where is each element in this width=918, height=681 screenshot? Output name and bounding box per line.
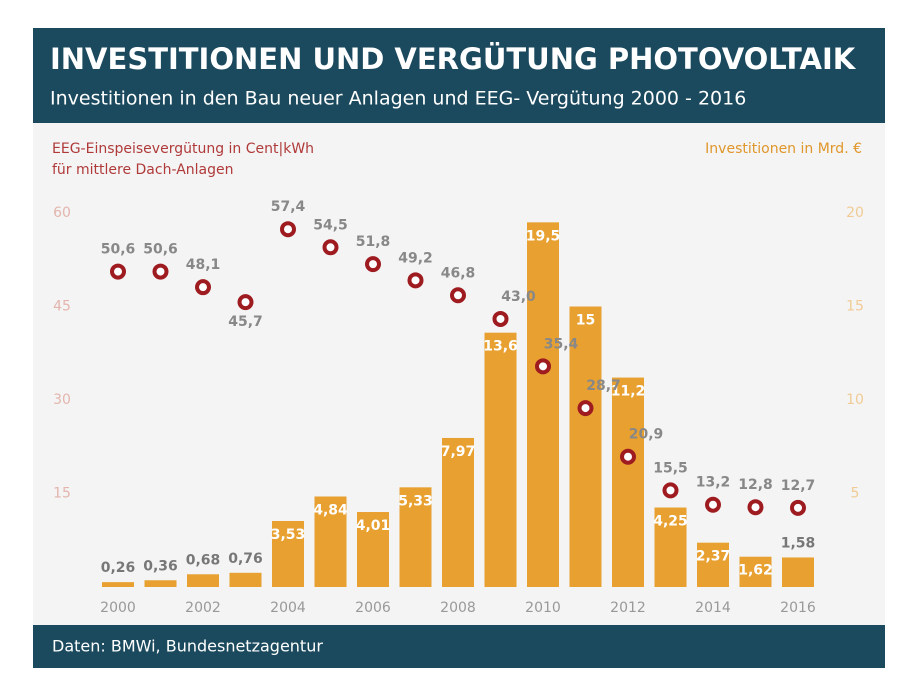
x-tick-label: 2004	[270, 600, 306, 616]
x-tick-label: 2006	[355, 600, 391, 616]
line-value-label: 49,2	[398, 250, 433, 266]
y-tick-label: 30	[53, 392, 71, 408]
line-value-label: 20,9	[629, 427, 664, 443]
bar	[229, 572, 262, 587]
bar-value-label: 0,68	[186, 552, 221, 568]
bar	[484, 332, 517, 587]
y2-tick-label: 20	[846, 205, 864, 221]
y2-axis-label: Investitionen in Mrd. €	[705, 141, 862, 157]
bar	[314, 496, 347, 587]
bar	[612, 377, 644, 587]
bar	[782, 557, 814, 587]
x-tick-label: 2010	[525, 600, 561, 616]
bar	[697, 542, 729, 587]
bar	[144, 580, 177, 587]
bar-value-label: 4,25	[653, 514, 688, 530]
bar	[272, 520, 304, 587]
line-value-label: 43,0	[501, 289, 536, 305]
x-tick-label: 2012	[610, 600, 646, 616]
bar	[739, 556, 772, 587]
bar-value-label: 19,5	[526, 228, 561, 244]
y-axis-label: EEG-Einspeisevergütung in Cent|kWh	[52, 141, 314, 157]
bar-value-label: 5,33	[398, 493, 433, 509]
x-tick-label: 2016	[780, 600, 816, 616]
y-axis-label: für mittlere Dach-Anlagen	[52, 162, 234, 178]
bar-value-label: 3,53	[271, 527, 306, 543]
line-marker	[662, 482, 679, 499]
bar-value-label: 1,58	[781, 535, 816, 551]
x-tick-label: 2014	[695, 600, 731, 616]
line-value-label: 50,6	[101, 242, 136, 258]
line-value-label: 57,4	[271, 199, 306, 215]
bar-value-label: 0,26	[101, 560, 136, 576]
bar-value-label: 15	[576, 313, 595, 329]
bar-value-label: 7,97	[441, 444, 476, 460]
line-value-label: 45,7	[228, 314, 263, 330]
line-value-label: 51,8	[356, 234, 391, 250]
y-tick-label: 45	[53, 299, 71, 315]
line-marker	[195, 279, 211, 296]
bar	[357, 512, 389, 587]
bar-value-label: 13,6	[483, 339, 518, 355]
bar-value-label: 1,62	[738, 563, 773, 579]
line-marker	[492, 310, 509, 327]
bar-value-label: 0,76	[228, 551, 263, 567]
y-tick-label: 60	[53, 205, 71, 221]
x-tick-label: 2008	[440, 600, 476, 616]
y2-tick-label: 5	[851, 486, 860, 502]
y2-tick-label: 15	[846, 299, 864, 315]
x-tick-label: 2002	[185, 600, 221, 616]
chart-title: INVESTITIONEN UND VERGÜTUNG PHOTOVOLTAIK	[50, 42, 857, 76]
line-value-label: 12,7	[781, 478, 816, 494]
bar-value-label: 11,2	[611, 384, 646, 400]
line-marker	[237, 294, 254, 311]
line-marker	[450, 287, 466, 304]
line-value-label: 28,7	[586, 378, 621, 394]
bar-value-label: 4,01	[356, 518, 391, 534]
line-value-label: 15,5	[653, 460, 688, 476]
source: Daten: BMWi, Bundesnetzagentur	[52, 637, 323, 656]
line-marker	[577, 400, 594, 417]
line-marker	[747, 499, 764, 516]
bar	[654, 507, 687, 587]
bar	[399, 487, 432, 587]
line-marker	[535, 358, 551, 375]
bar	[187, 574, 219, 587]
line-marker	[620, 448, 636, 465]
x-tick-label: 2000	[100, 600, 136, 616]
line-value-label: 46,8	[441, 265, 476, 281]
chart-subtitle: Investitionen in den Bau neuer Anlagen u…	[50, 88, 746, 110]
line-value-label: 50,6	[143, 242, 178, 258]
line-value-label: 12,8	[738, 477, 773, 493]
line-marker	[280, 221, 296, 238]
line-marker	[407, 272, 424, 289]
bar	[569, 306, 602, 587]
bar-value-label: 0,36	[143, 558, 178, 574]
line-marker	[705, 496, 721, 513]
line-value-label: 54,5	[313, 217, 348, 233]
line-marker	[322, 239, 339, 256]
line-marker	[110, 263, 126, 280]
bar	[527, 222, 559, 587]
line-value-label: 13,2	[696, 475, 731, 491]
footer	[33, 625, 885, 668]
bar	[102, 582, 134, 587]
header	[33, 28, 885, 123]
bar-value-label: 4,84	[313, 502, 348, 518]
line-value-label: 48,1	[186, 257, 221, 273]
line-marker	[152, 263, 169, 280]
line-value-label: 35,4	[544, 336, 579, 352]
y-tick-label: 15	[53, 486, 71, 502]
y2-tick-label: 10	[846, 392, 864, 408]
bar	[442, 437, 474, 587]
line-marker	[790, 499, 806, 516]
line-marker	[365, 256, 381, 273]
bar-value-label: 2,37	[696, 549, 731, 565]
